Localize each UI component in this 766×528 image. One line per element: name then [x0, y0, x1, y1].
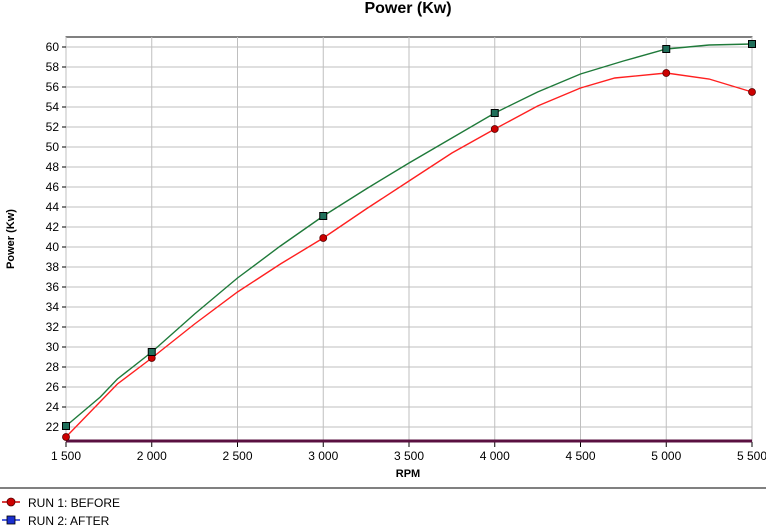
x-tick-label: 5 000 [651, 449, 681, 463]
y-tick-label: 22 [46, 420, 60, 434]
x-tick-label: 3 000 [308, 449, 338, 463]
series-1-marker [748, 88, 756, 96]
x-tick-label: 2 000 [137, 449, 167, 463]
legend: RUN 1: BEFORE RUN 2: AFTER [2, 496, 120, 528]
legend-marker-circle [6, 497, 16, 507]
y-tick-label: 54 [46, 100, 60, 114]
y-tick-label: 30 [46, 340, 60, 354]
chart-title: Power (Kw) [364, 0, 451, 17]
y-tick-label: 42 [46, 220, 60, 234]
y-tick-label: 38 [46, 260, 60, 274]
x-tick-label: 2 500 [222, 449, 252, 463]
legend-label-2: RUN 2: AFTER [28, 514, 110, 528]
y-tick-label: 40 [46, 240, 60, 254]
series-2-marker [62, 422, 70, 430]
series-2-marker [748, 40, 756, 48]
series-1-marker [62, 433, 70, 441]
x-tick-label: 5 500 [737, 449, 766, 463]
series-1-marker [319, 234, 328, 242]
y-tick-label: 60 [46, 40, 60, 54]
y-tick-label: 44 [46, 200, 60, 214]
y-tick-label: 28 [46, 360, 60, 374]
series-1-marker [662, 69, 671, 77]
legend-marker-square [6, 515, 16, 525]
x-tick-label: 3 500 [394, 449, 424, 463]
y-tick-label: 26 [46, 380, 60, 394]
series-line-2 [65, 43, 753, 427]
series-lines [65, 43, 753, 438]
y-tick-label: 34 [46, 300, 60, 314]
y-tick-label: 36 [46, 280, 60, 294]
y-tick-label: 46 [46, 180, 60, 194]
series-markers [62, 40, 756, 441]
series-2-marker [490, 109, 499, 117]
series-2-marker [319, 212, 328, 220]
x-tick-label: 1 500 [51, 449, 81, 463]
y-tick-label: 52 [46, 120, 60, 134]
y-axis-label: Power (Kw) [5, 209, 17, 269]
series-2-marker [147, 348, 156, 356]
x-tick-label: 4 500 [565, 449, 595, 463]
y-tick-label: 24 [46, 400, 60, 414]
axis-ticks: 22 24 26 28 30 32 34 36 38 40 42 44 46 48 50 52 54 56 58 60… [46, 40, 766, 463]
series-line-1 [65, 72, 753, 438]
y-tick-label: 58 [46, 60, 60, 74]
legend-label-1: RUN 1: BEFORE [28, 496, 120, 510]
series-1-marker [490, 125, 499, 133]
y-tick-label: 48 [46, 160, 60, 174]
series-2-marker [662, 45, 671, 53]
y-tick-label: 56 [46, 80, 60, 94]
y-tick-label: 50 [46, 140, 60, 154]
grid-lines [65, 37, 753, 442]
y-tick-label: 32 [46, 320, 60, 334]
x-axis-label: RPM [396, 468, 420, 480]
x-tick-label: 4 000 [480, 449, 510, 463]
